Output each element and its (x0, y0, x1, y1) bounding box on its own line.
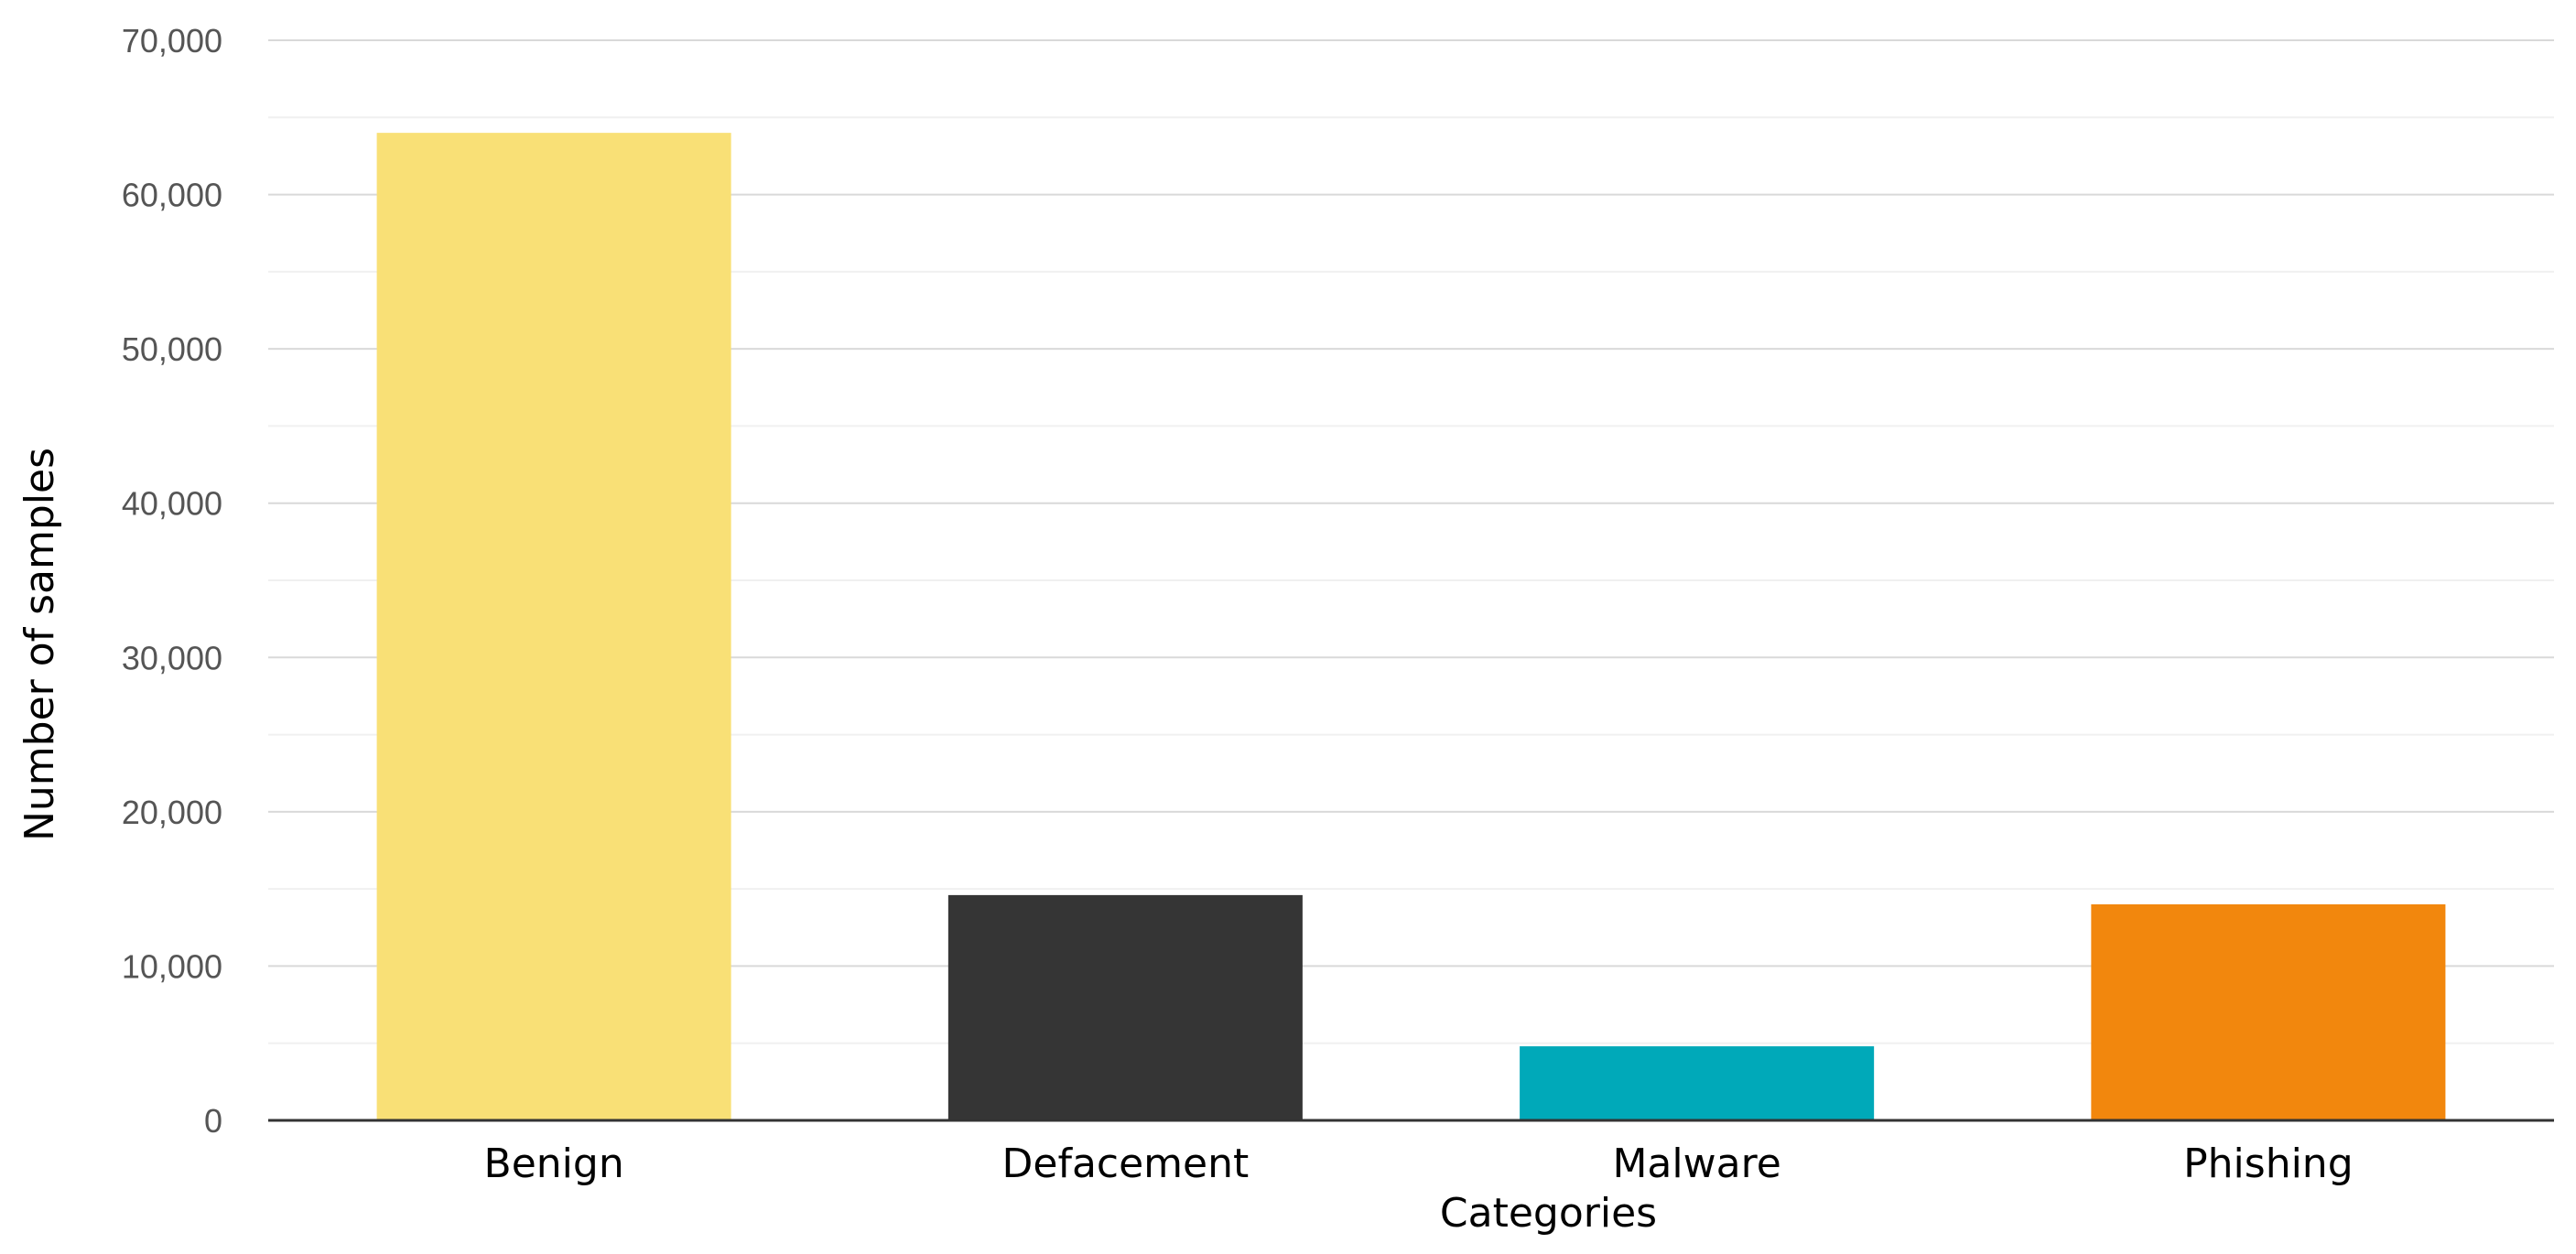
y-tick-label: 20,000 (122, 794, 222, 831)
bar-malware (1520, 1046, 1875, 1120)
bars (376, 133, 2446, 1121)
bar-benign (376, 133, 731, 1121)
y-tick-label: 40,000 (122, 485, 222, 523)
x-tick-label: Malware (1612, 1140, 1780, 1187)
y-tick-label: 10,000 (122, 947, 222, 985)
x-axis-categories: Benign Defacement Malware Phishing (484, 1140, 2354, 1187)
y-tick-label: 50,000 (122, 330, 222, 368)
y-axis-ticks: 0 10,000 20,000 30,000 40,000 50,000 60,000 70,… (122, 22, 222, 1140)
bar-defacement (947, 894, 1303, 1120)
x-tick-label: Phishing (2183, 1140, 2354, 1187)
x-tick-label: Defacement (1002, 1140, 1250, 1187)
y-tick-label: 70,000 (122, 22, 222, 59)
x-tick-label: Benign (484, 1140, 624, 1187)
x-axis-title: Categories (1440, 1190, 1657, 1237)
y-axis-title: Number of samples (16, 448, 63, 841)
y-tick-label: 0 (204, 1102, 222, 1140)
bar-phishing (2091, 904, 2446, 1120)
y-tick-label: 60,000 (122, 177, 222, 214)
y-tick-label: 30,000 (122, 639, 222, 676)
